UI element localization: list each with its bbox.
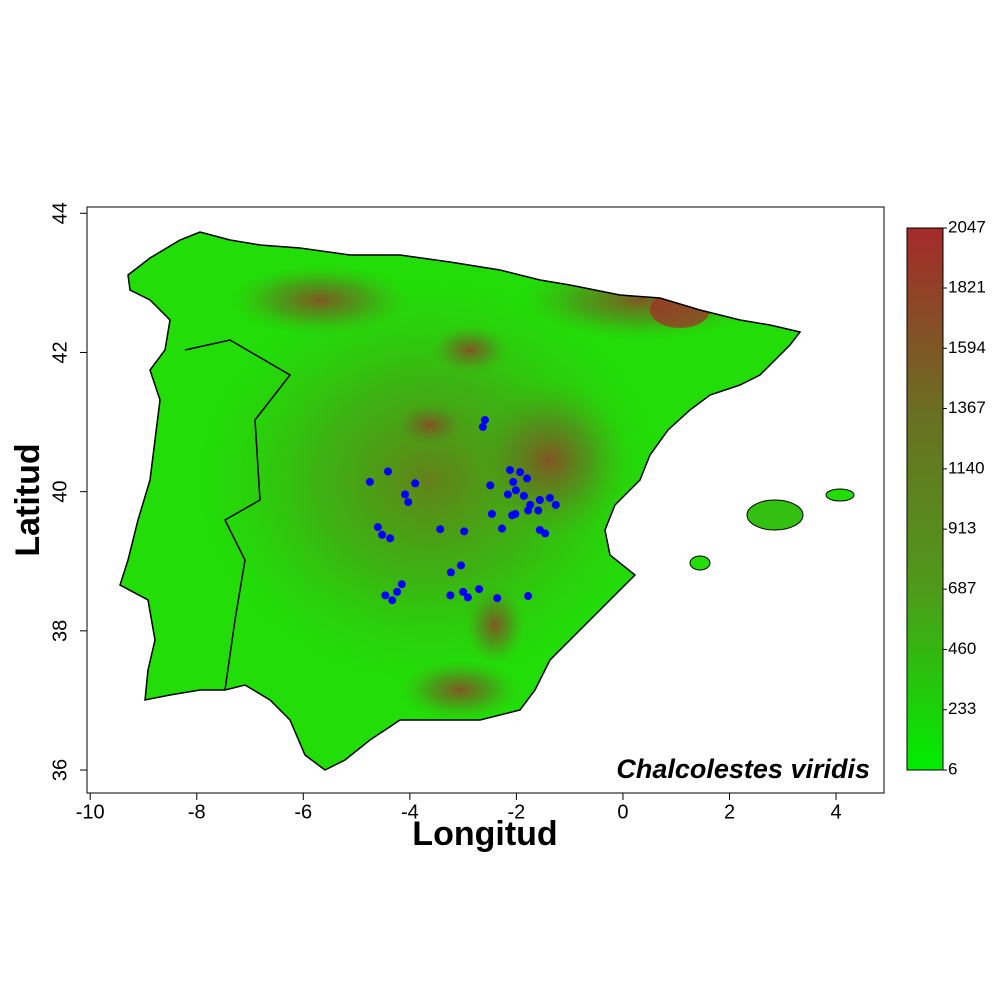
occurrence-point [381, 591, 390, 600]
occurrence-point [498, 524, 507, 533]
occurrence-point [463, 593, 472, 602]
occurrence-point [384, 467, 393, 476]
occurrence-point [545, 493, 554, 502]
occurrence-point [478, 422, 487, 431]
colorbar-tick-label: 6 [948, 759, 957, 778]
y-tick-label: 40 [49, 481, 71, 503]
colorbar-tick-label: 913 [948, 519, 976, 538]
occurrence-point [511, 486, 520, 495]
occurrence-point [493, 594, 502, 603]
occurrence-point [460, 527, 469, 536]
x-tick-label: 2 [724, 801, 735, 823]
border [184, 339, 292, 691]
x-tick-label: -2 [508, 801, 526, 823]
x-tick-label: 0 [617, 801, 628, 823]
occurrence-point [506, 466, 515, 475]
colorbar-tick-label: 2047 [948, 217, 986, 236]
occurrence-point [436, 525, 445, 534]
y-tick-label: 36 [49, 759, 71, 781]
colorbar-tick-label: 1367 [948, 398, 986, 417]
colorbar-tick-label: 233 [948, 699, 976, 718]
occurrence-point [503, 490, 512, 499]
x-tick-label: 4 [830, 801, 841, 823]
occurrence-point [523, 474, 532, 483]
occurrence-point [411, 479, 420, 488]
occurrence-point [404, 498, 413, 507]
occurrence-point [446, 568, 455, 577]
occurrence-point [365, 477, 374, 486]
x-tick-label: -6 [294, 801, 312, 823]
occurrence-point [401, 490, 410, 499]
occurrence-point [524, 592, 533, 601]
x-tick-label: -10 [76, 801, 105, 823]
y-tick-label: 42 [49, 341, 71, 363]
colorbar-tick-label: 1140 [948, 458, 985, 477]
occurrence-point [551, 500, 560, 509]
occurrence-point [486, 481, 495, 490]
colorbar [906, 227, 944, 771]
island [746, 499, 804, 531]
occurrence-point [519, 491, 528, 500]
occurrence-point [487, 509, 496, 518]
y-tick-label: 38 [49, 620, 71, 642]
occurrence-point [393, 587, 402, 596]
colorbar-tick-label: 687 [948, 579, 976, 598]
occurrence-point [541, 529, 550, 538]
occurrence-point [397, 580, 406, 589]
colorbar-tick-label: 1821 [948, 278, 986, 297]
chart-title: Chalcolestes viridis [616, 754, 870, 784]
y-axis-label: Latitud [9, 443, 47, 556]
y-tick-label: 44 [49, 202, 71, 224]
occurrence-point [446, 591, 455, 600]
colorbar-tick-label: 1594 [948, 338, 986, 357]
x-axis-label: Longitud [412, 815, 557, 853]
occurrence-point [516, 468, 525, 477]
occurrence-point [388, 596, 397, 605]
occurrence-point [524, 506, 533, 515]
occurrence-point [511, 509, 520, 518]
occurrence-point [386, 534, 395, 543]
occurrence-point [480, 415, 489, 424]
occurrence-point [456, 561, 465, 570]
occurrence-point [509, 477, 518, 486]
occurrence-point [373, 523, 382, 532]
occurrence-point [459, 587, 468, 596]
x-tick-label: -8 [188, 801, 206, 823]
x-tick-label: -4 [401, 801, 419, 823]
colorbar-tick-label: 460 [948, 639, 976, 658]
occurrence-point [534, 506, 543, 515]
occurrence-point [378, 530, 387, 539]
occurrence-point [475, 585, 484, 594]
occurrence-point [535, 496, 544, 504]
island [689, 555, 711, 571]
island [825, 488, 855, 502]
